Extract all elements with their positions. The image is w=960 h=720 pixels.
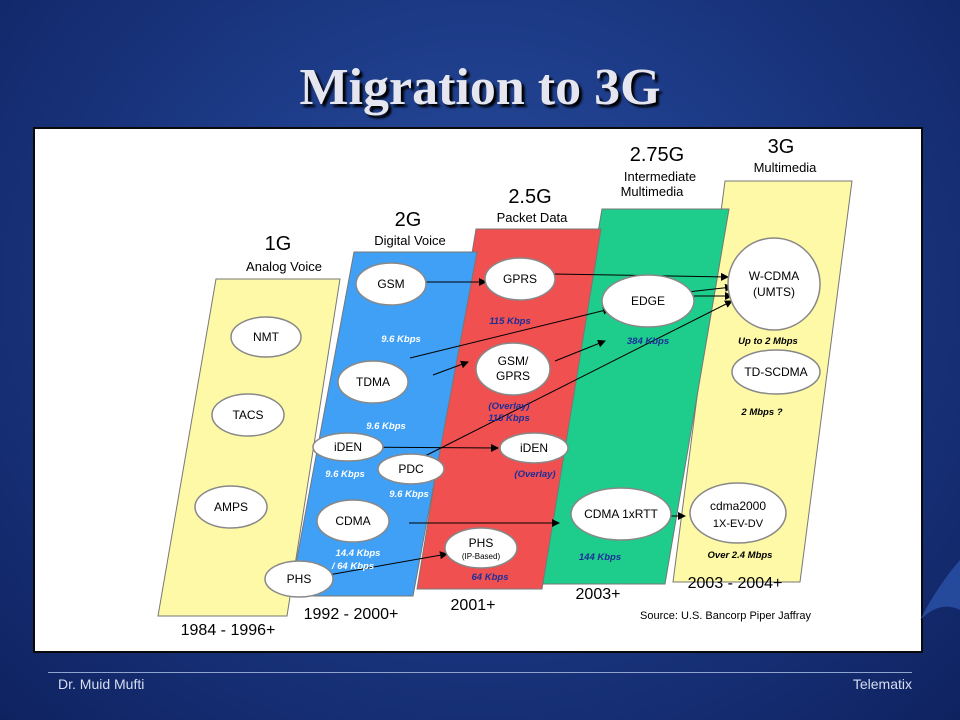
- node-tdma: TDMA: [337, 360, 409, 404]
- node-phs-2.5g-sublabel: (IP-Based): [462, 552, 501, 561]
- footer-course: Telematix: [852, 676, 912, 692]
- node-tacs: TACS: [211, 393, 285, 437]
- node-edge: EDGE: [601, 274, 695, 328]
- speed-cdma-1: 14.4 Kbps: [336, 548, 381, 559]
- speed-cdma-2: / 64 Kbps: [331, 561, 374, 572]
- node-iden-2.5g: iDEN: [499, 432, 569, 464]
- speed-gprs: 115 Kbps: [489, 316, 531, 327]
- node-cdma-1xrtt: CDMA 1xRTT: [570, 487, 672, 541]
- gen-2g-subtitle: Digital Voice: [374, 233, 446, 248]
- speed-tdma: 9.6 Kbps: [366, 421, 406, 432]
- node-cdma: CDMA: [316, 499, 390, 543]
- gen-1g-years: 1984 - 1996+: [181, 622, 276, 639]
- node-gsm-gprs: GSM/GPRS: [475, 342, 551, 396]
- node-pdc: PDC: [377, 453, 445, 485]
- speed-wcdma: Up to 2 Mbps: [738, 336, 798, 347]
- node-tacs-label: TACS: [232, 408, 263, 422]
- node-tdma-label: TDMA: [356, 375, 390, 389]
- migration-diagram: 1G Analog Voice 2G Digital Voice 2.5G Pa…: [157, 136, 853, 639]
- node-wcdma-label-2: (UMTS): [753, 285, 795, 299]
- source-note: Source: U.S. Bancorp Piper Jaffray: [640, 610, 811, 622]
- node-tdscdma-label: TD-SCDMA: [744, 365, 807, 379]
- speed-pdc: 9.6 Kbps: [389, 489, 429, 500]
- gen-1g-subtitle: Analog Voice: [246, 259, 322, 274]
- speed-cdma2000: Over 2.4 Mbps: [708, 550, 773, 561]
- node-gsm-label: GSM: [377, 277, 404, 291]
- speed-tdscdma: 2 Mbps ?: [740, 407, 782, 418]
- node-cdma-1xrtt-label: CDMA 1xRTT: [584, 507, 658, 521]
- speed-phs: 64 Kbps: [472, 572, 509, 583]
- node-iden-2g-label: iDEN: [334, 440, 362, 454]
- gen-2.75g-subtitle-1: Intermediate: [624, 169, 696, 184]
- footer-author: Dr. Muid Mufti: [58, 676, 145, 692]
- node-phs-2g: PHS: [264, 560, 334, 598]
- node-wcdma: W-CDMA (UMTS): [727, 237, 821, 331]
- node-gprs: GPRS: [484, 257, 556, 301]
- speed-iden: 9.6 Kbps: [325, 469, 365, 480]
- footer-divider: [48, 672, 912, 673]
- node-iden-2.5g-label: iDEN: [520, 441, 548, 455]
- node-wcdma-label-1: W-CDMA: [749, 269, 799, 283]
- gen-1g-name: 1G: [265, 233, 292, 255]
- gen-3g-years: 2003 - 2004+: [688, 575, 783, 592]
- node-edge-label: EDGE: [631, 294, 665, 308]
- speed-edge: 384 Kbps: [627, 336, 669, 347]
- gen-2.75g-name: 2.75G: [630, 144, 684, 166]
- slide-title: Migration to 3G: [299, 59, 661, 116]
- band-1g: [157, 278, 341, 617]
- gen-3g-subtitle: Multimedia: [754, 160, 818, 175]
- node-nmt: NMT: [230, 316, 302, 358]
- speed-gsm-gprs-1: (Overlay): [488, 401, 529, 412]
- speed-iden-overlay: (Overlay): [514, 469, 555, 480]
- node-amps-label: AMPS: [214, 500, 248, 514]
- migration-diagram-panel: 1G Analog Voice 2G Digital Voice 2.5G Pa…: [33, 127, 923, 653]
- node-iden-2g: iDEN: [312, 432, 384, 462]
- gen-2.5g-name: 2.5G: [508, 186, 551, 208]
- node-gsm-gprs-label-1: GSM/: [498, 354, 529, 368]
- node-cdma2000-label-1: cdma2000: [710, 499, 766, 513]
- speed-gsm-gprs-2: 115 Kbps: [488, 413, 530, 424]
- node-phs-2g-label: PHS: [287, 572, 312, 586]
- gen-3g-name: 3G: [768, 136, 795, 158]
- node-amps: AMPS: [194, 485, 268, 529]
- node-gprs-label: GPRS: [503, 272, 537, 286]
- node-nmt-label: NMT: [253, 330, 280, 344]
- node-phs-2.5g: PHS (IP-Based): [444, 527, 518, 569]
- gen-2g-years: 1992 - 2000+: [304, 606, 399, 623]
- node-phs-2.5g-label: PHS: [469, 536, 494, 550]
- node-gsm: GSM: [355, 262, 427, 306]
- node-pdc-label: PDC: [398, 462, 424, 476]
- gen-2.75g-years: 2003+: [576, 586, 621, 603]
- gen-2g-name: 2G: [395, 209, 422, 231]
- node-tdscdma: TD-SCDMA: [731, 349, 821, 395]
- corner-swoosh: [920, 560, 960, 620]
- speed-cdma1x: 144 Kbps: [579, 552, 621, 563]
- gen-2.5g-subtitle: Packet Data: [497, 210, 569, 225]
- node-cdma-label: CDMA: [335, 514, 370, 528]
- speed-gsm: 9.6 Kbps: [381, 334, 421, 345]
- node-gsm-gprs-label-2: GPRS: [496, 369, 530, 383]
- node-cdma2000-label-2: 1X-EV-DV: [713, 518, 764, 530]
- gen-2.5g-years: 2001+: [451, 597, 496, 614]
- node-cdma2000: cdma2000 1X-EV-DV: [689, 482, 787, 544]
- gen-2.75g-subtitle-2: Multimedia: [621, 184, 685, 199]
